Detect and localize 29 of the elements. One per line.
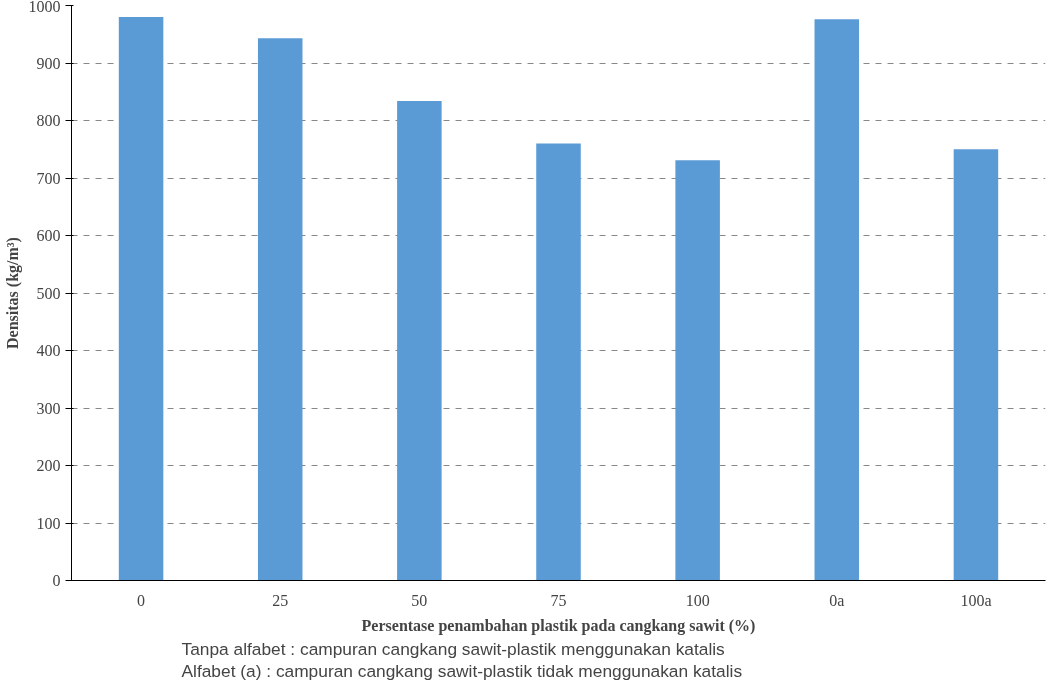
x-tick-label: 100 [685,591,710,609]
y-tick-label: 700 [36,169,61,187]
bar [814,19,860,581]
x-tick-label: 25 [272,591,289,609]
text: Tanpa alfabet : campuran cangkang sawit-plastik menggunakan katalis [181,638,726,659]
x-tick-label: 75 [550,591,567,609]
y-tick-label: 300 [36,399,61,417]
bar [536,143,581,581]
x-tick-label: 0a [829,591,845,609]
bar [257,38,303,581]
y-axis-title: Densitas (kg/m³) [3,237,22,349]
bar [397,100,442,581]
y-tick-label: 800 [36,112,61,129]
y-tick-label: 1000 [28,0,61,15]
x-tick-label: 50 [411,591,428,609]
y-tick-label: 900 [36,54,61,72]
y-tick-label: 500 [36,284,61,302]
y-tick-label: 400 [36,342,61,359]
y-tick-label: 200 [36,457,61,474]
bar [675,160,720,581]
x-tick-label: 0 [137,591,146,609]
y-tick-label: 0 [52,572,61,589]
x-axis-title: Persentase penambahan plastik pada cangkang sawit (%) [361,616,756,635]
text: Alfabet (a) : campuran cangkang sawit-plastik tidak menggunakan katalis [181,660,743,681]
bar [953,149,999,581]
x-tick-label: 100a [960,591,992,609]
bar [118,17,164,581]
y-tick-label: 600 [36,227,61,244]
y-tick-label: 100 [36,514,61,532]
